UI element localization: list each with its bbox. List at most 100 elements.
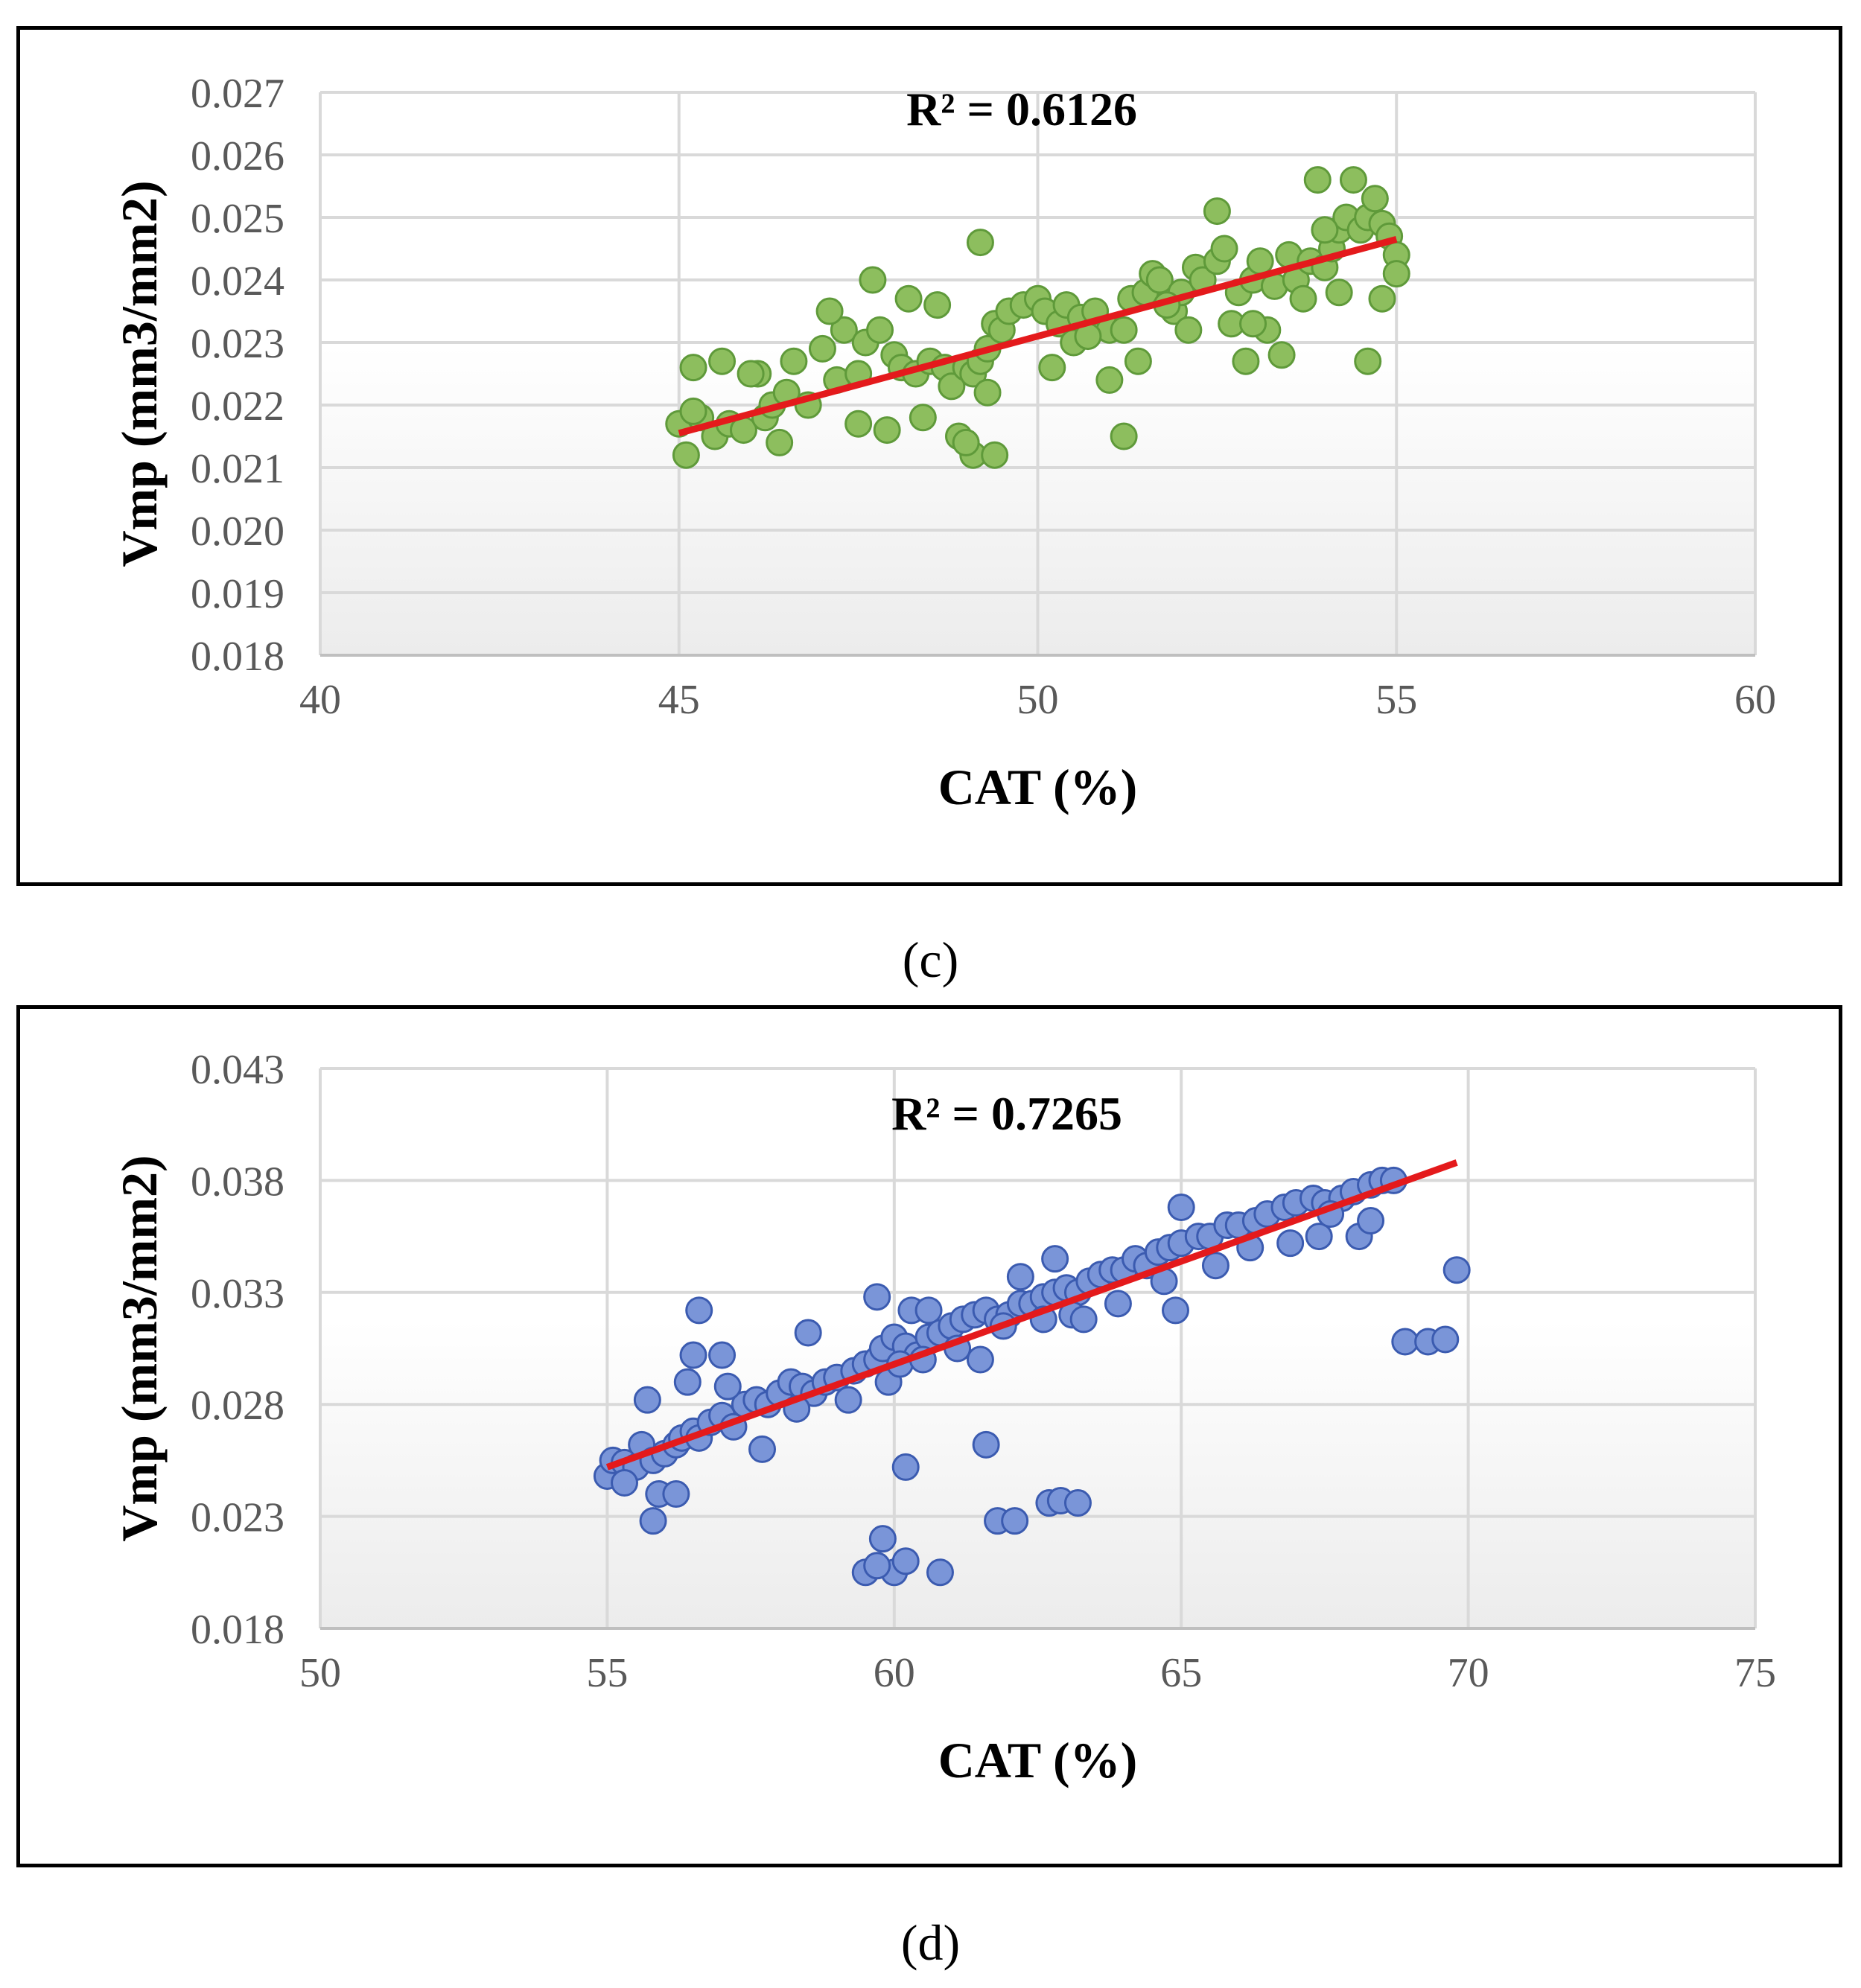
data-point [914, 1296, 943, 1325]
chart-panel-d: 50 55 60 65 70 75 0.018 0.023 0.028 0.033 0.038 0.0… [16, 1005, 1842, 1867]
data-point [672, 441, 700, 469]
caption-c: (c) [902, 931, 959, 988]
y-tick-label: 0.021 [191, 446, 284, 492]
data-point [639, 1507, 667, 1535]
data-point [859, 266, 887, 294]
scatter-chart-c: 40 45 50 55 60 0.018 0.019 0.020 0.021 0.022 0.023… [111, 71, 1776, 815]
data-point [1041, 1245, 1069, 1273]
y-tick-label: 0.020 [191, 509, 284, 555]
x-tick-label: 55 [1375, 677, 1417, 723]
data-point [923, 291, 952, 319]
data-point [891, 1547, 920, 1576]
data-point [834, 1386, 862, 1414]
data-point [891, 1453, 920, 1481]
x-tick-label: 55 [586, 1650, 628, 1696]
x-tick-label: 60 [1734, 677, 1776, 723]
data-point [1201, 1252, 1229, 1280]
data-point [1069, 1305, 1098, 1334]
data-point [844, 410, 873, 438]
data-point [633, 1386, 661, 1414]
y-tick-label: 0.024 [191, 258, 284, 305]
y-tick-label: 0.027 [191, 71, 284, 117]
x-tick-label: 70 [1448, 1650, 1489, 1696]
x-tick-label: 45 [658, 677, 700, 723]
data-point [972, 1430, 1000, 1459]
data-point [713, 1372, 742, 1401]
y-tick-label: 0.025 [191, 196, 284, 242]
data-point [863, 1552, 891, 1580]
y-axis-title: Vmp (mm3/mm2) [111, 180, 168, 567]
data-point [1232, 347, 1260, 375]
data-point [662, 1480, 690, 1508]
data-point [909, 404, 937, 432]
data-point [679, 1341, 707, 1369]
data-point [794, 1319, 822, 1347]
data-point [1095, 366, 1124, 394]
data-point [1442, 1256, 1471, 1284]
data-point [863, 1283, 891, 1311]
data-point [1104, 1290, 1132, 1318]
y-tick-label: 0.018 [191, 634, 284, 680]
x-tick-label: 40 [299, 677, 341, 723]
data-point [708, 347, 737, 375]
caption-d: (d) [900, 1914, 961, 1971]
data-point [1305, 1223, 1333, 1251]
data-point [973, 378, 1002, 407]
data-point [780, 347, 808, 375]
data-point [868, 1525, 897, 1553]
data-point [966, 229, 994, 257]
data-point [1110, 422, 1138, 450]
y-tick-label: 0.019 [191, 571, 284, 617]
data-point [966, 1345, 994, 1374]
data-point [830, 316, 858, 344]
y-tick-label: 0.038 [191, 1159, 284, 1205]
data-point [1124, 347, 1152, 375]
data-point [815, 297, 844, 325]
data-point [1174, 316, 1203, 344]
y-tick-label: 0.033 [191, 1271, 284, 1317]
data-point [685, 1296, 713, 1325]
y-tick-label: 0.023 [191, 321, 284, 367]
data-point [1246, 247, 1274, 275]
x-tick-label: 75 [1734, 1650, 1776, 1696]
data-point [1210, 235, 1238, 263]
data-point [873, 416, 901, 445]
data-point [1368, 284, 1396, 313]
y-tick-label: 0.022 [191, 383, 284, 430]
x-axis-title: CAT (%) [938, 1732, 1138, 1788]
data-point [1325, 278, 1353, 307]
data-point [1239, 310, 1267, 338]
y-tick-label: 0.018 [191, 1607, 284, 1653]
data-point [679, 354, 707, 382]
data-point [1289, 284, 1317, 313]
y-tick-label: 0.023 [191, 1495, 284, 1541]
data-point [926, 1558, 954, 1587]
data-point [1038, 354, 1066, 382]
x-tick-label: 50 [299, 1650, 341, 1696]
y-tick-label: 0.043 [191, 1047, 284, 1093]
data-point [737, 360, 765, 388]
x-tick-label: 60 [874, 1650, 915, 1696]
data-point [1110, 316, 1138, 344]
data-point [1203, 197, 1231, 226]
data-point [1303, 166, 1332, 194]
x-tick-label: 50 [1017, 677, 1059, 723]
data-point [766, 428, 794, 456]
data-point [952, 428, 980, 456]
data-point [611, 1468, 639, 1497]
r-squared-annotation: R² = 0.7265 [891, 1087, 1122, 1140]
data-point [1391, 1328, 1419, 1356]
data-point [1431, 1325, 1460, 1354]
x-tick-label: 65 [1160, 1650, 1202, 1696]
data-point [1361, 185, 1389, 213]
data-point [808, 334, 836, 363]
data-point [1001, 1507, 1029, 1535]
data-point [866, 316, 894, 344]
data-point [1267, 341, 1296, 369]
chart-panel-c: 40 45 50 55 60 0.018 0.019 0.020 0.021 0.022 0.023… [16, 26, 1842, 886]
plot-area [320, 1068, 1755, 1628]
data-point [748, 1435, 777, 1463]
data-point [1161, 1296, 1189, 1325]
data-point [1382, 260, 1410, 288]
trendline [678, 236, 1398, 437]
